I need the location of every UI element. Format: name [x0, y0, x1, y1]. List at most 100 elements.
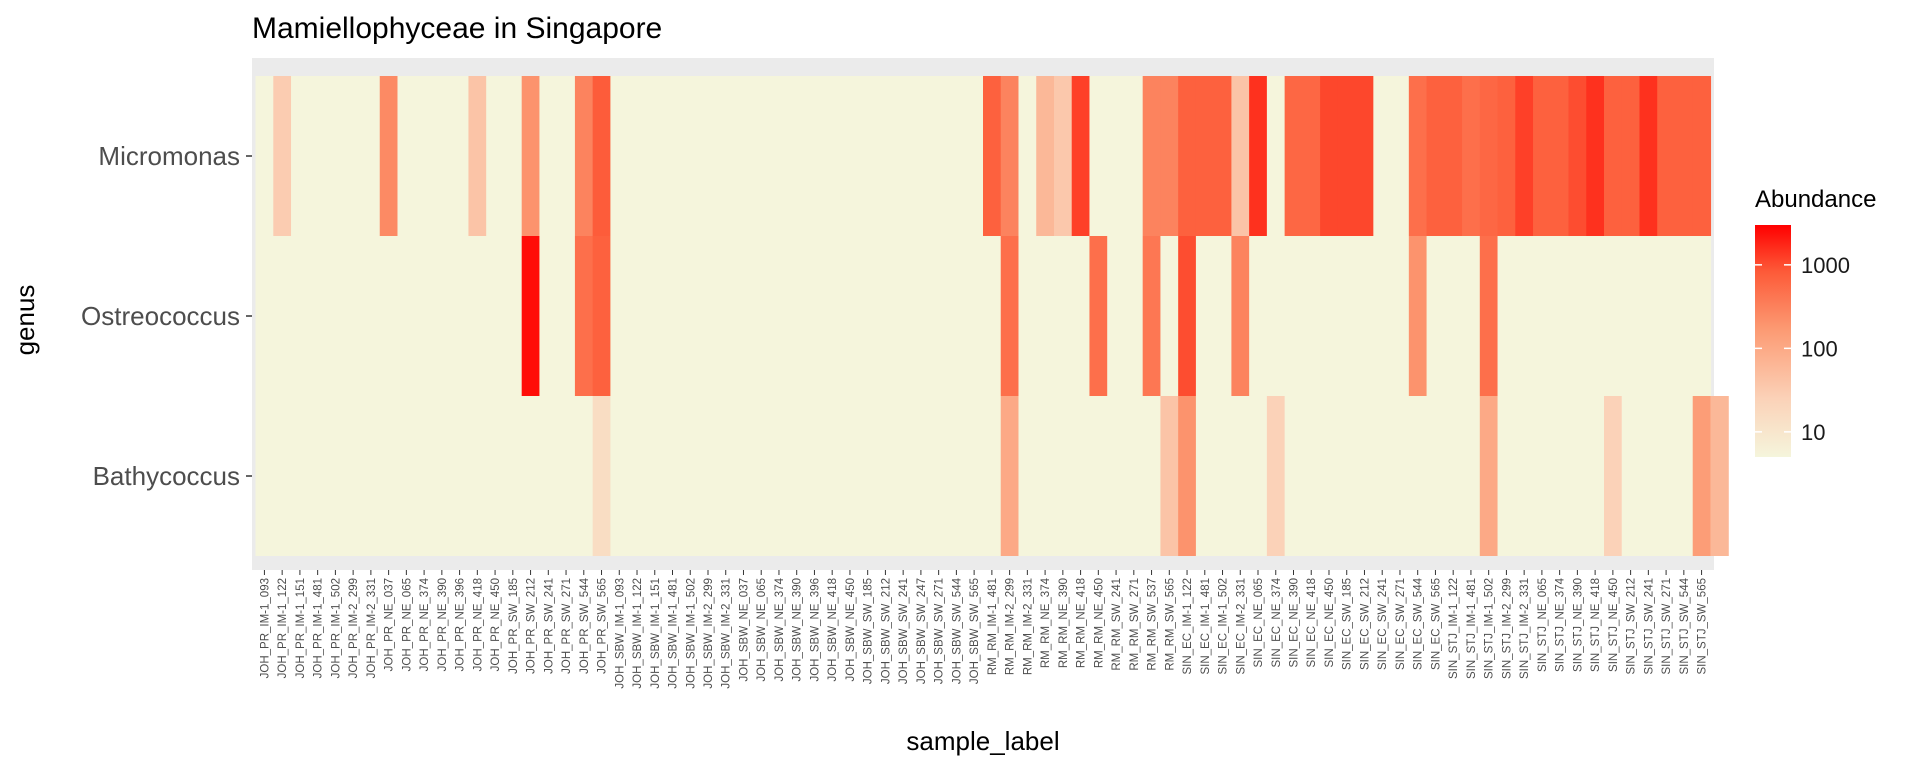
heatmap-cell [1320, 396, 1339, 556]
x-tick-label: SIN_STJ_NE_418 [1590, 578, 1602, 672]
x-tick-label: JOH_SBW_SW_241 [898, 578, 910, 684]
heatmap-cell [1142, 76, 1162, 236]
heatmap-cell [1533, 396, 1552, 556]
x-tick-label: SIN_STJ_SW_241 [1643, 578, 1655, 675]
heatmap-cell [645, 76, 665, 236]
heatmap-cell [1337, 236, 1357, 396]
heatmap-cell [628, 396, 647, 556]
heatmap-cell [1266, 396, 1286, 556]
heatmap-cell [1249, 396, 1268, 556]
heatmap-cell [1408, 396, 1428, 556]
x-tick-label: JOH_SBW_SW_565 [969, 578, 981, 684]
heatmap-cell [699, 76, 718, 236]
heatmap-cell [1462, 76, 1481, 236]
heatmap-cell [1426, 396, 1445, 556]
heatmap-cell [344, 236, 363, 396]
heatmap-cell [1107, 236, 1126, 396]
x-tick-label: SIN_STJ_IM-2_299 [1501, 578, 1513, 679]
x-tick-label: JOH_SBW_NE_390 [792, 578, 804, 682]
heatmap-cell [1408, 236, 1428, 396]
heatmap-cell [929, 76, 949, 236]
x-tick-label: SIN_EC_NE_450 [1324, 578, 1336, 668]
heatmap-cell [1089, 396, 1108, 556]
heatmap-cell [1018, 76, 1037, 236]
legend: Abundance 10 100 1000 [1755, 186, 1876, 457]
heatmap-cell [1124, 76, 1144, 236]
legend-title: Abundance [1755, 186, 1876, 213]
x-tick-label: JOH_PR_NE_037 [384, 578, 396, 671]
heatmap-cell [663, 396, 682, 556]
heatmap-cell [1302, 76, 1321, 236]
x-tick-label: SIN_EC_IM-2_331 [1235, 578, 1247, 675]
heatmap-cell [362, 76, 381, 236]
heatmap-cell [1160, 396, 1179, 556]
legend-ticks: 10 100 1000 [1755, 253, 1850, 445]
heatmap-cell [752, 396, 771, 556]
heatmap-cell [486, 76, 505, 236]
heatmap-cell [574, 396, 594, 556]
heatmap-cell [1124, 236, 1144, 396]
heatmap-cell [1160, 236, 1179, 396]
x-tick-label: JOH_SBW_NE_396 [809, 578, 821, 682]
heatmap-cell [592, 236, 611, 396]
heatmap-cell [450, 396, 470, 556]
x-tick-label: SIN_STJ_NE_450 [1608, 578, 1620, 672]
heatmap-cell [841, 396, 860, 556]
heatmap-cell [503, 396, 523, 556]
heatmap-cell [1408, 76, 1428, 236]
x-tick-label: JOH_PR_NE_390 [437, 578, 449, 671]
heatmap-cell [805, 236, 824, 396]
heatmap-cell [1604, 236, 1623, 396]
heatmap-cell [1586, 76, 1605, 236]
heatmap-cell [1231, 396, 1250, 556]
heatmap-cell [1710, 396, 1729, 556]
x-axis-ticks: JOH_PR_IM-1_093 JOH_PR_IM-1_122 JOH_PR_IM-… [259, 570, 1709, 689]
x-tick-label: SIN_STJ_SW_565 [1697, 578, 1709, 675]
heatmap-cell [1621, 76, 1641, 236]
heatmap-cell [273, 396, 292, 556]
heatmap-cell [1444, 236, 1463, 396]
heatmap-cell [1320, 76, 1339, 236]
heatmap-cell [1302, 236, 1321, 396]
x-tick-label: SIN_STJ_NE_374 [1555, 577, 1567, 672]
heatmap-cell [947, 76, 966, 236]
heatmap-cell [1107, 76, 1126, 236]
heatmap-cell [716, 236, 736, 396]
heatmap-cell [291, 236, 310, 396]
heatmap-cell [610, 236, 629, 396]
heatmap-cell [1604, 396, 1623, 556]
x-tick-label: JOH_SBW_NE_037 [738, 578, 750, 682]
heatmap-cell [823, 76, 842, 236]
heatmap-cell [1621, 396, 1641, 556]
heatmap-cell [1604, 76, 1623, 236]
heatmap-cell [983, 396, 1002, 556]
heatmap-cell [1550, 396, 1570, 556]
heatmap-cell [663, 76, 682, 236]
heatmap-cell [876, 76, 895, 236]
x-tick-label: JOH_SBW_IM-1_122 [632, 578, 644, 689]
heatmap-cell [539, 236, 558, 396]
heatmap-cell [912, 396, 931, 556]
heatmap-cell [1213, 396, 1232, 556]
x-tick-label: SIN_EC_SW_241 [1377, 578, 1389, 670]
heatmap-cell [379, 396, 399, 556]
x-tick-label: RM_RM_NE_374 [1040, 577, 1052, 668]
heatmap-cell [965, 396, 984, 556]
heatmap-cell [929, 236, 949, 396]
x-tick-label: JOH_PR_SW_565 [597, 578, 609, 674]
y-axis-title: genus [10, 285, 40, 356]
heatmap-cell [1586, 396, 1605, 556]
x-tick-label: JOH_SBW_IM-1_093 [614, 578, 626, 689]
x-tick-label: JOH_PR_IM-1_093 [259, 578, 271, 678]
heatmap-cell [1231, 76, 1250, 236]
heatmap-cell [468, 236, 487, 396]
x-tick-label: JOH_PR_IM-2_299 [348, 578, 360, 678]
heatmap-cell [894, 236, 913, 396]
heatmap-cell [1391, 236, 1410, 396]
x-tick-label: SIN_EC_SW_565 [1430, 578, 1442, 670]
heatmap-cell [841, 236, 860, 396]
heatmap-cell [858, 396, 878, 556]
heatmap-cell [752, 236, 771, 396]
x-tick-label: JOH_SBW_SW_212 [880, 578, 892, 684]
heatmap-cell [1178, 236, 1197, 396]
